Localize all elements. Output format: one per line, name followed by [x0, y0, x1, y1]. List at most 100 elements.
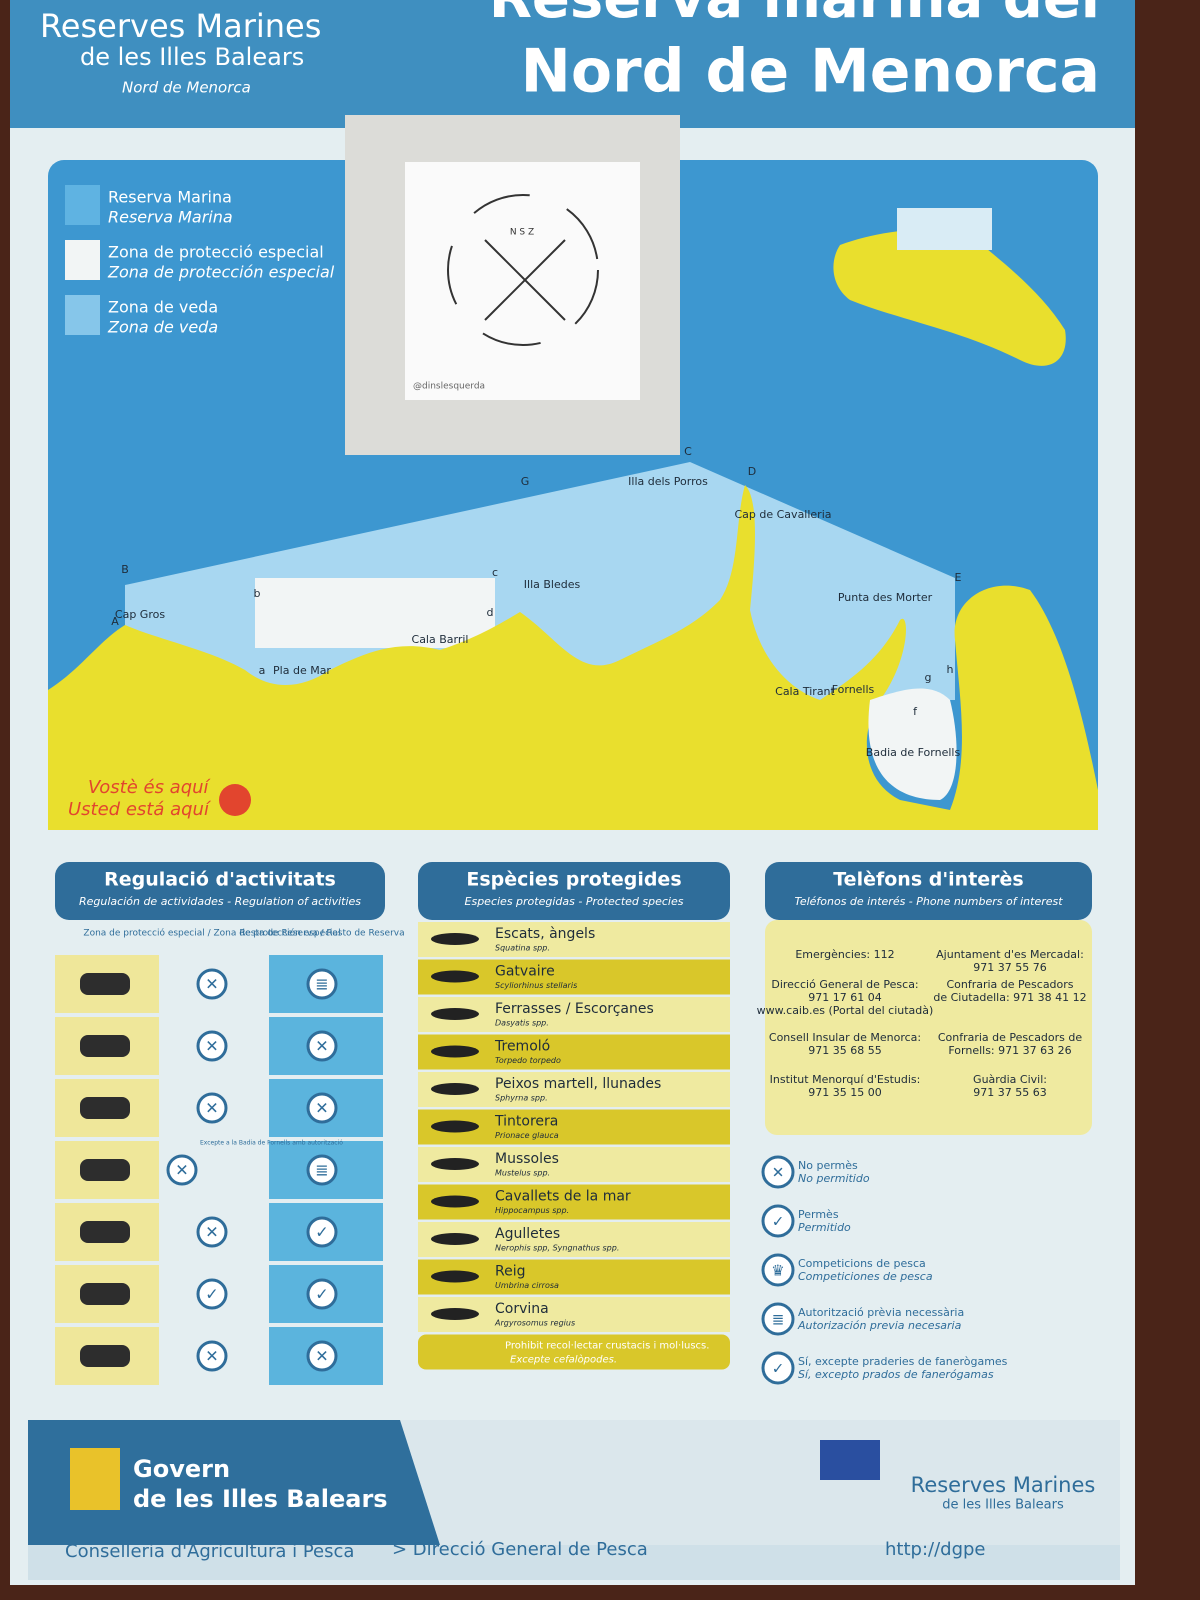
species-row [418, 1334, 730, 1370]
you-are-here: Usted está aquí [68, 799, 212, 820]
map-label: g [925, 671, 932, 684]
species-latin: Umbrina cirrosa [495, 1281, 559, 1290]
map-label: h [947, 663, 954, 676]
phone-entry: www.caib.es (Portal del ciutadà) [757, 1004, 934, 1017]
species-silhouette [431, 1233, 479, 1245]
rule-symbol [306, 1216, 338, 1248]
key-glyph: ≣ [772, 1311, 785, 1329]
activity-icon [80, 1159, 130, 1181]
logo: de les Illes Balears [942, 1498, 1064, 1513]
rule-symbol [306, 1278, 338, 1310]
species-name: Ferrasses / Escorçanes [495, 1001, 654, 1017]
species-latin: Hippocampus spp. [495, 1206, 569, 1215]
phone-entry: 971 35 15 00 [808, 1086, 881, 1099]
brand: Reserves Marines [40, 7, 321, 45]
key-glyph: ✓ [772, 1360, 785, 1378]
key-glyph: ♛ [771, 1262, 784, 1280]
map-label: Cap Gros [115, 608, 165, 621]
rule-glyph: ✓ [315, 1223, 328, 1242]
special-zone [255, 578, 495, 648]
rule-glyph: ✕ [205, 975, 218, 994]
rule-symbol [306, 1092, 338, 1124]
sticker-text: N S Z [510, 228, 534, 238]
rule-symbol [196, 1340, 228, 1372]
phone-entry: Ajuntament d'es Mercadal: [936, 948, 1084, 961]
phone-entry: 971 35 68 55 [808, 1044, 881, 1057]
map-label: E [955, 571, 962, 584]
rule-symbol [196, 1092, 228, 1124]
brand: de les Illes Balears [80, 43, 304, 71]
map-label: b [254, 587, 261, 600]
species-name: Mussoles [495, 1151, 559, 1167]
key-glyph: ✕ [772, 1164, 785, 1182]
species-silhouette [431, 1195, 479, 1208]
you-are-here: Vostè és aquí [88, 777, 212, 798]
map-label: f [913, 705, 918, 718]
map-label: Cala Tirant [775, 685, 835, 698]
rule-glyph: ✕ [315, 1347, 328, 1366]
logo: Reserves Marines [911, 1473, 1096, 1497]
column-header: Resta de Reserva / Resto de Reserva [239, 929, 404, 939]
brand: Nord de Menorca [122, 79, 251, 97]
title: Reserva marina del [489, 0, 1100, 31]
footer-link: Conselleria d'Agricultura i Pesca [65, 1541, 354, 1562]
rule-glyph: ≣ [315, 1161, 328, 1180]
phone-entry: 971 37 55 63 [973, 1086, 1046, 1099]
map-label: Illa dels Porros [628, 475, 708, 488]
rule-symbol [196, 1030, 228, 1062]
panel-header [765, 862, 1092, 920]
key-symbol [761, 1351, 795, 1385]
map-label: D [748, 465, 756, 478]
species-note: Excepte cefalòpodes. [510, 1354, 617, 1366]
panel-title: Regulació d'activitats [104, 869, 336, 891]
legend-label: Zona de protección especial [107, 263, 335, 282]
sticker-handle: @dinslesquerda [413, 382, 485, 392]
govern: Govern [133, 1455, 230, 1483]
species-name: Reig [495, 1264, 526, 1280]
header-band [10, 0, 1135, 128]
species-latin: Mustelus spp. [495, 1169, 550, 1178]
rule-glyph: ✕ [205, 1347, 218, 1366]
island-highlight [897, 208, 992, 250]
legend-label: Zona de veda [108, 298, 218, 317]
species-name: Corvina [495, 1301, 549, 1317]
species-latin: Squatina spp. [495, 944, 550, 953]
key-symbol [761, 1155, 795, 1189]
map-label: Punta des Morter [838, 591, 933, 604]
activity-icon [80, 1345, 130, 1367]
species-latin: Scyliorhinus stellaris [495, 981, 577, 990]
key-label: Competiciones de pesca [798, 1270, 933, 1283]
legend-label: Zona de protecció especial [108, 243, 324, 262]
map-label: B [121, 563, 129, 576]
legend-label: Zona de veda [107, 318, 218, 337]
species-name: Tremoló [494, 1039, 550, 1055]
species-silhouette [431, 970, 479, 983]
activity-icon [80, 1283, 130, 1305]
eu-flag [820, 1440, 880, 1480]
species-name: Gatvaire [495, 964, 555, 980]
govern: de les Illes Balears [133, 1485, 388, 1513]
key-label: No permès [798, 1159, 858, 1172]
rule-symbol [196, 968, 228, 1000]
phones-body [765, 920, 1092, 1135]
title: Nord de Menorca [521, 37, 1100, 107]
species-name: Cavallets de la mar [495, 1189, 631, 1205]
species-latin: Dasyatis spp. [495, 1019, 549, 1028]
key-label: Autorització prèvia necessària [798, 1306, 964, 1319]
rule-symbol [166, 1154, 198, 1186]
species-latin: Argyrosomus regius [494, 1319, 575, 1328]
rule-glyph: ✕ [315, 1099, 328, 1118]
legend-label: Reserva Marina [108, 188, 232, 207]
key-label: No permitido [798, 1172, 870, 1185]
sticker-drawing [447, 194, 599, 346]
map-label: Cap de Cavalleria [734, 508, 831, 521]
key-label: Sí, excepto prados de fanerógamas [798, 1368, 994, 1381]
key-label: Sí, excepte praderies de fanerògames [798, 1355, 1008, 1368]
key-label: Competicions de pesca [798, 1257, 926, 1270]
legend-swatch [65, 185, 100, 225]
footer-strip [28, 1545, 1120, 1580]
legend-label: Reserva Marina [108, 208, 233, 227]
panel-title: Telèfons d'interès [833, 869, 1023, 891]
sticker [405, 162, 640, 400]
